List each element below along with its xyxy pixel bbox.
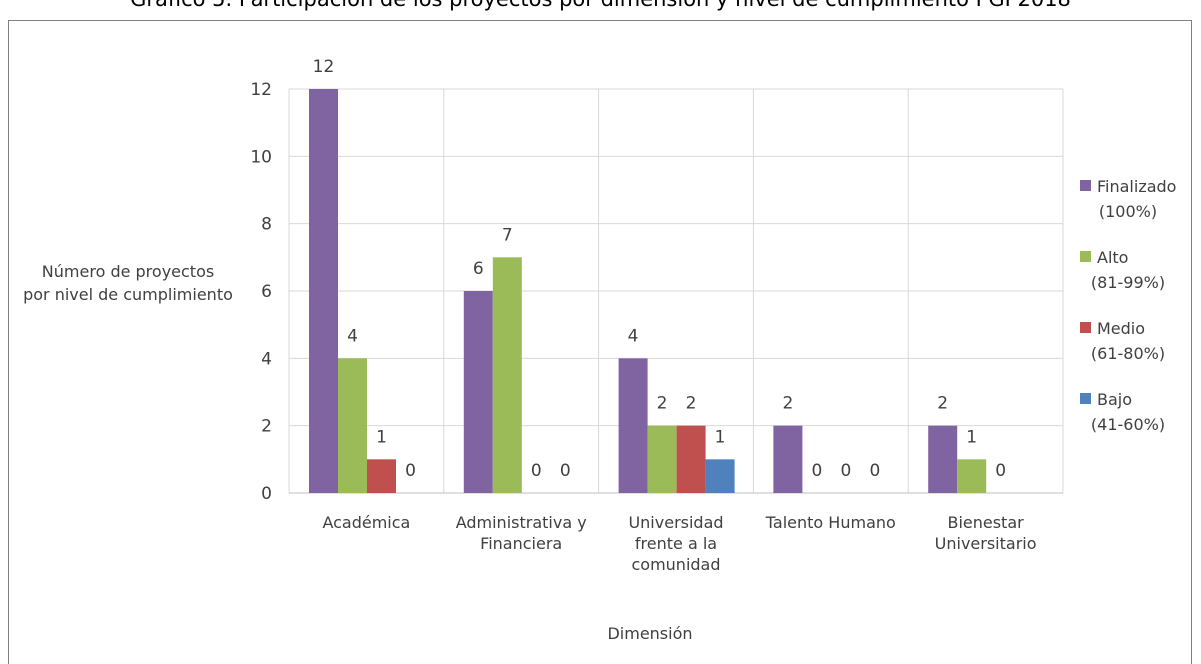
legend-swatch: [1080, 393, 1091, 404]
data-label: 12: [313, 57, 335, 77]
y-tick-label: 2: [261, 417, 272, 437]
bar: [463, 291, 493, 493]
legend-label-range: (61-80%): [1091, 344, 1165, 363]
data-label: 1: [376, 427, 387, 447]
data-label: 0: [405, 461, 416, 481]
data-label: 0: [811, 461, 822, 481]
data-label: 1: [966, 427, 977, 447]
data-label: 1: [715, 427, 726, 447]
data-label: 0: [840, 461, 851, 481]
x-tick-label: Bienestar: [947, 513, 1024, 532]
x-tick-label: Universitario: [935, 534, 1037, 553]
x-tick-label: frente a la: [635, 534, 717, 553]
data-label: 4: [347, 326, 358, 346]
legend-label-range: (100%): [1099, 202, 1157, 221]
bar: [492, 257, 522, 493]
data-label: 0: [995, 461, 1006, 481]
bar: [957, 459, 987, 493]
bar: [647, 425, 677, 493]
y-tick-label: 0: [261, 484, 272, 504]
data-label: 0: [531, 461, 542, 481]
y-tick-label: 6: [261, 282, 272, 302]
data-label: 2: [937, 394, 948, 414]
x-axis-title: Dimensión: [607, 624, 692, 643]
y-axis-title: por nivel de cumplimiento: [23, 285, 233, 304]
x-tick-label: Administrativa y: [456, 513, 587, 532]
bar: [338, 358, 367, 493]
legend-label: Bajo: [1097, 390, 1132, 409]
legend-label-range: (41-60%): [1091, 415, 1165, 434]
data-label: 2: [657, 394, 668, 414]
bar: [928, 425, 958, 493]
data-label: 0: [869, 461, 880, 481]
bar: [367, 459, 396, 493]
bar: [676, 425, 706, 493]
x-tick-label: Talento Humano: [765, 513, 896, 532]
legend-label: Medio: [1097, 319, 1145, 338]
x-tick-label: Financiera: [480, 534, 562, 553]
y-tick-label: 10: [250, 147, 272, 167]
data-label: 2: [686, 394, 697, 414]
data-label: 6: [473, 259, 484, 279]
legend-label: Alto: [1097, 248, 1128, 267]
legend-swatch: [1080, 251, 1091, 262]
legend-swatch: [1080, 180, 1091, 191]
legend-swatch: [1080, 322, 1091, 333]
chart-frame: [8, 20, 1192, 664]
y-tick-label: 8: [261, 215, 272, 235]
legend-label-range: (81-99%): [1091, 273, 1165, 292]
legend-label: Finalizado: [1097, 177, 1176, 196]
x-tick-label: comunidad: [631, 555, 720, 574]
y-axis-title: Número de proyectos: [42, 262, 214, 281]
data-label: 4: [628, 326, 639, 346]
data-label: 2: [782, 394, 793, 414]
chart-title: Gráfico 5. Participación de los proyecto…: [0, 0, 1201, 11]
y-tick-label: 12: [250, 80, 272, 100]
x-tick-label: Universidad: [628, 513, 723, 532]
bar: [705, 459, 735, 493]
y-tick-label: 4: [261, 349, 272, 369]
x-tick-label: Académica: [322, 513, 410, 532]
data-label: 7: [502, 225, 513, 245]
bar: [773, 425, 803, 493]
bar: [309, 89, 338, 493]
data-label: 0: [560, 461, 571, 481]
bar: [618, 358, 648, 493]
